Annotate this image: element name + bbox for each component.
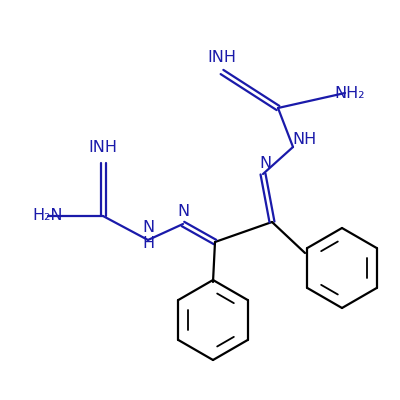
Text: NH₂: NH₂: [335, 86, 365, 100]
Text: N: N: [259, 156, 271, 170]
Text: H₂N: H₂N: [33, 208, 63, 224]
Text: INH: INH: [208, 50, 236, 66]
Text: H: H: [142, 236, 154, 252]
Text: N: N: [177, 204, 189, 220]
Text: N: N: [142, 220, 154, 236]
Text: NH: NH: [293, 132, 317, 148]
Text: INH: INH: [88, 140, 118, 156]
